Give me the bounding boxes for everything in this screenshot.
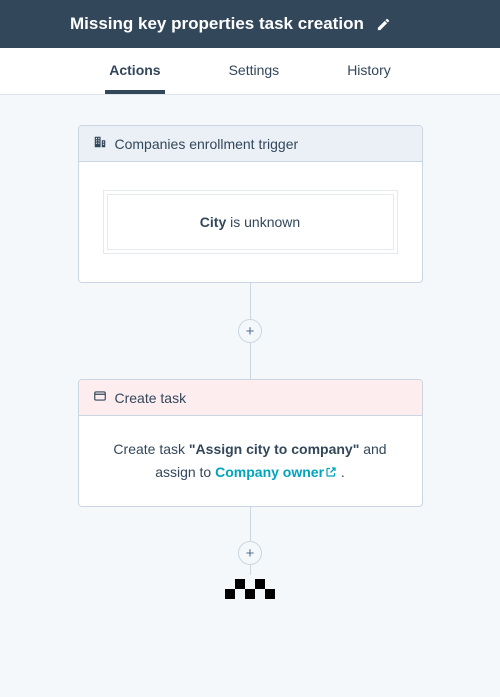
tab-actions[interactable]: Actions bbox=[105, 48, 164, 94]
trigger-condition-text: is unknown bbox=[226, 214, 300, 230]
add-action-button[interactable]: + bbox=[238, 319, 262, 343]
connector-line bbox=[250, 507, 251, 541]
workflow-end-marker bbox=[225, 577, 275, 599]
workflow-canvas: Companies enrollment trigger City is unk… bbox=[0, 95, 500, 599]
connector-line bbox=[250, 343, 251, 379]
connector-line bbox=[250, 283, 251, 319]
action-body-prefix: Create task bbox=[113, 441, 188, 457]
building-icon bbox=[93, 135, 107, 152]
task-icon bbox=[93, 389, 107, 406]
page-title: Missing key properties task creation bbox=[70, 14, 364, 34]
trigger-card-header: Companies enrollment trigger bbox=[79, 126, 422, 162]
trigger-card[interactable]: Companies enrollment trigger City is unk… bbox=[78, 125, 423, 283]
action-card[interactable]: Create task Create task "Assign city to … bbox=[78, 379, 423, 507]
action-card-header: Create task bbox=[79, 380, 422, 416]
edit-title-icon[interactable] bbox=[376, 17, 391, 32]
action-task-name: "Assign city to company" bbox=[189, 441, 359, 457]
page-header: Missing key properties task creation bbox=[0, 0, 500, 48]
tab-settings[interactable]: Settings bbox=[225, 48, 284, 94]
action-assignee-link[interactable]: Company owner bbox=[215, 464, 337, 480]
action-body-suffix: . bbox=[337, 464, 345, 480]
connector-line bbox=[250, 565, 251, 575]
trigger-card-body: City is unknown bbox=[79, 162, 422, 282]
action-card-title: Create task bbox=[115, 390, 187, 406]
action-card-body: Create task "Assign city to company" and… bbox=[79, 416, 422, 506]
trigger-condition-box[interactable]: City is unknown bbox=[103, 190, 398, 254]
tab-bar: Actions Settings History bbox=[0, 48, 500, 95]
trigger-card-title: Companies enrollment trigger bbox=[115, 136, 299, 152]
trigger-property: City bbox=[200, 214, 226, 230]
tab-history[interactable]: History bbox=[343, 48, 395, 94]
external-link-icon bbox=[325, 462, 337, 484]
add-action-button[interactable]: + bbox=[238, 541, 262, 565]
